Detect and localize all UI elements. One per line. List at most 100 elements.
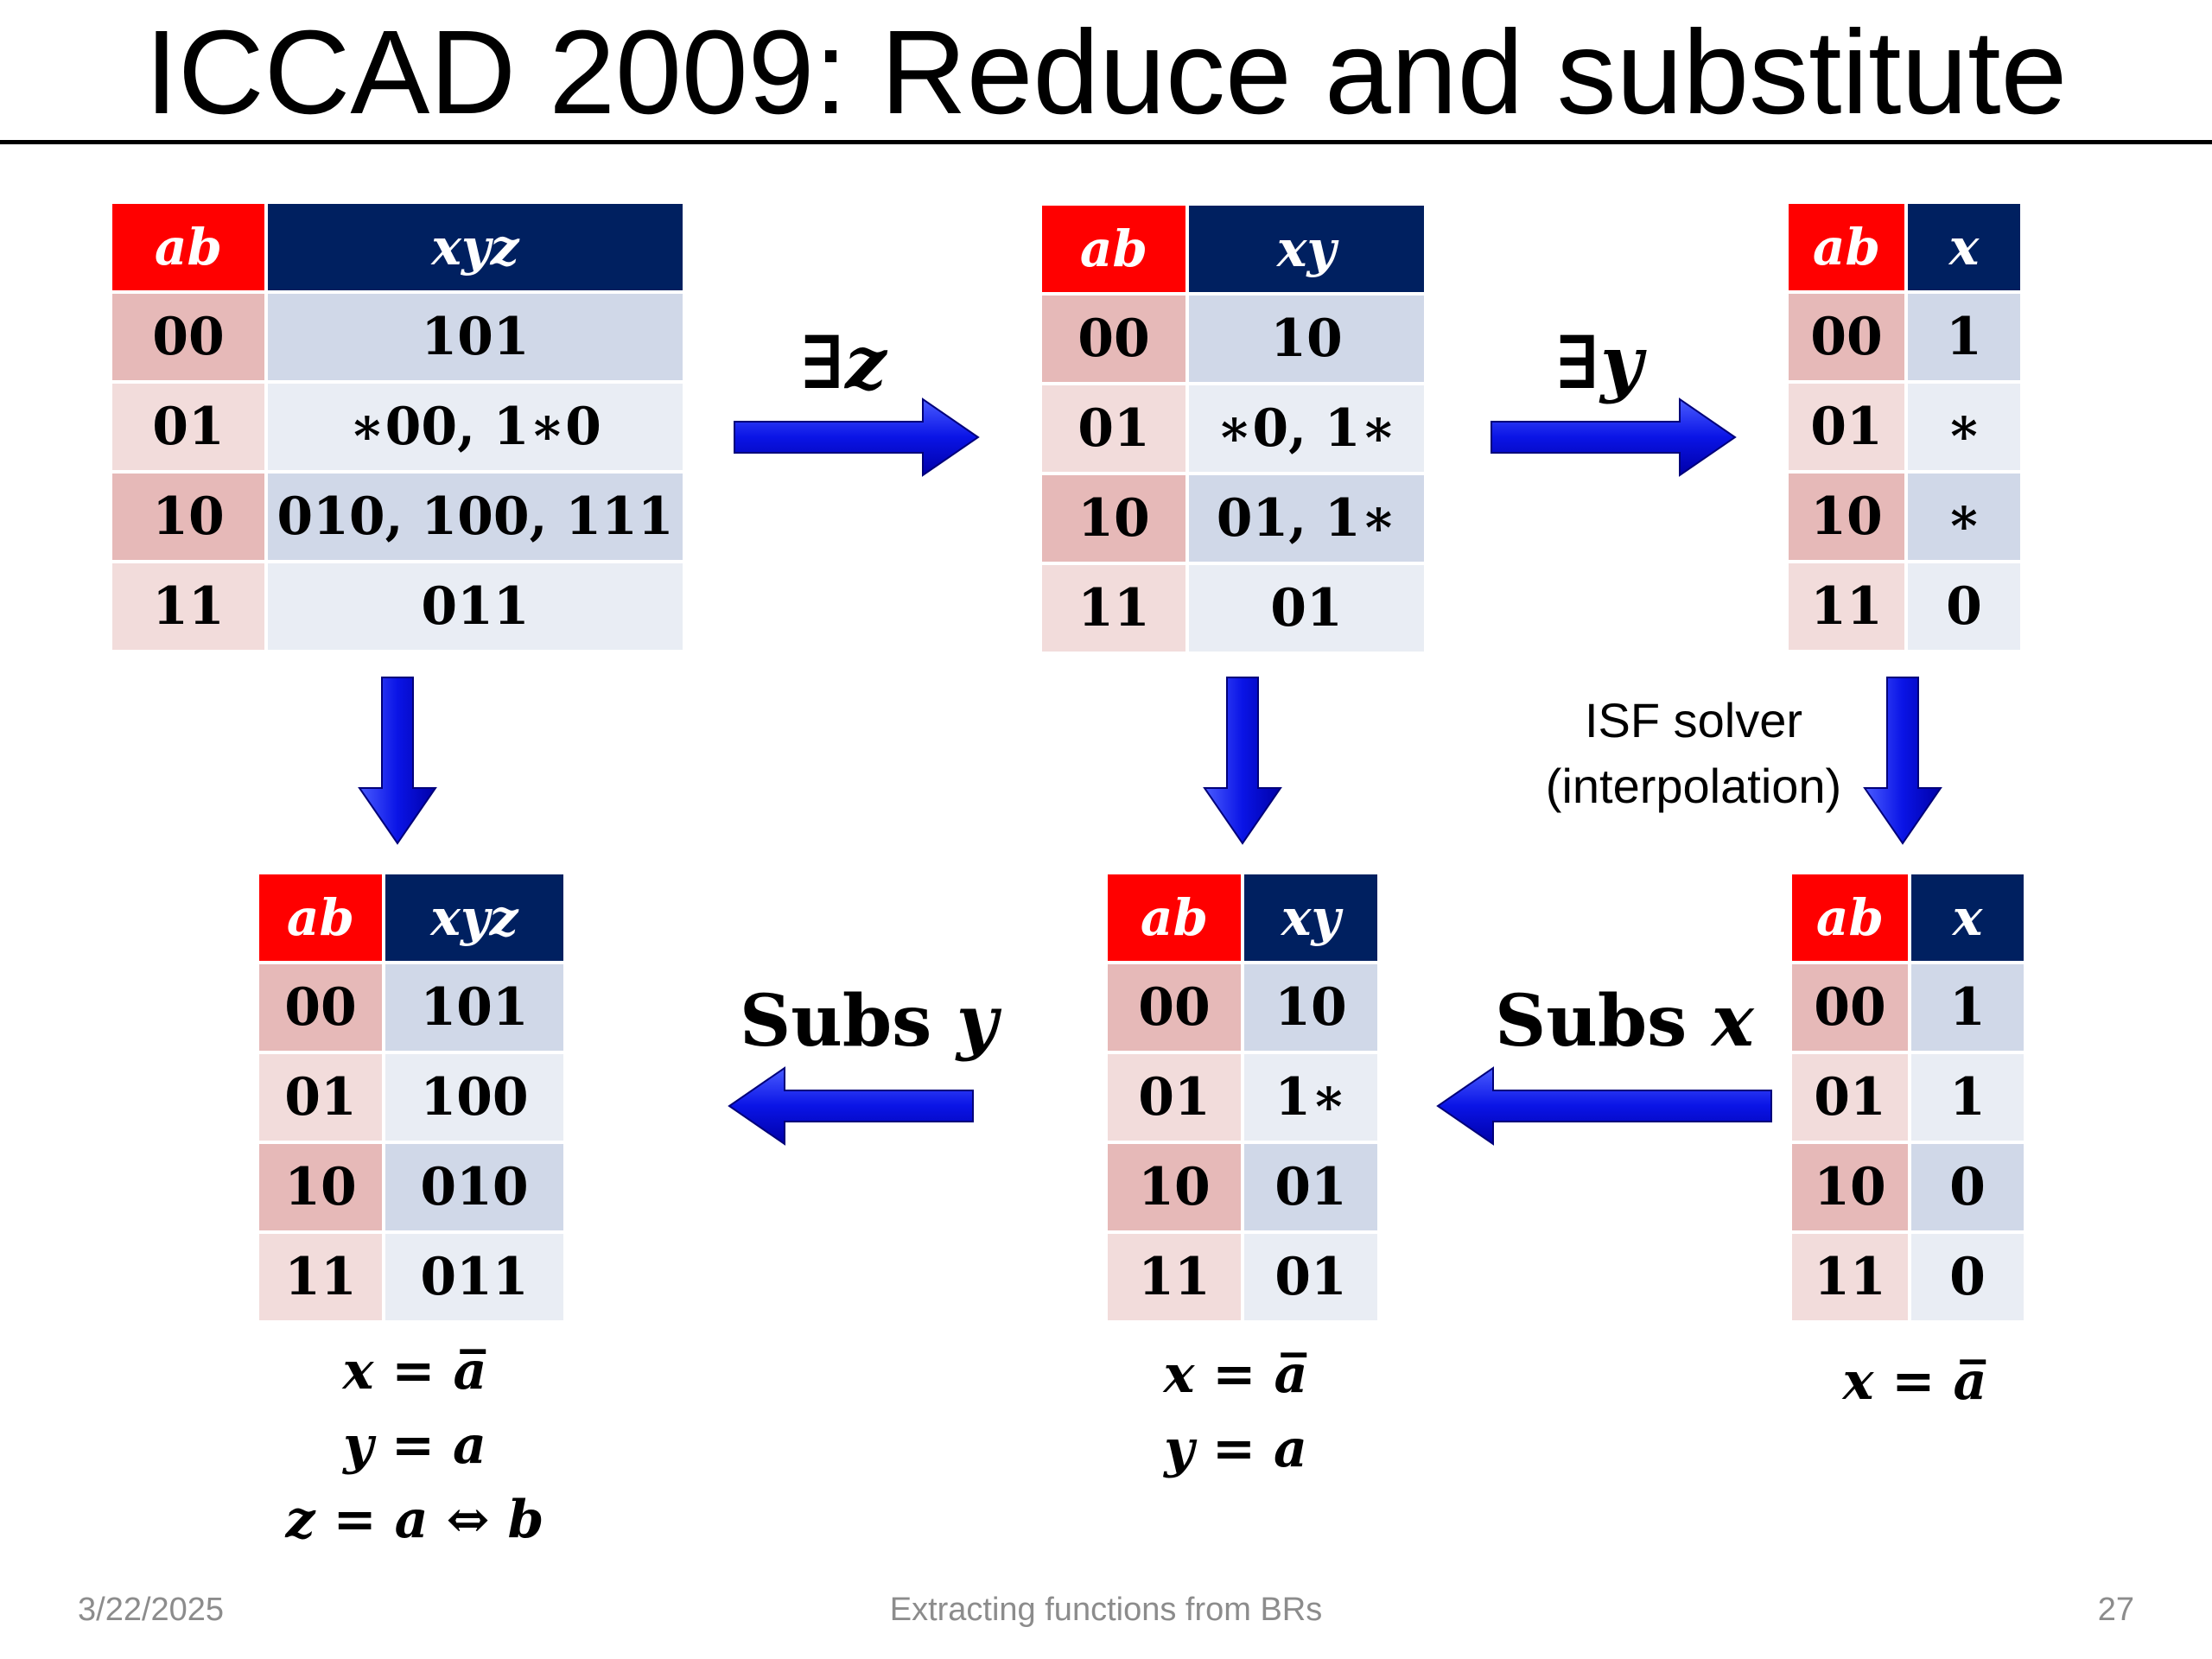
exists-symbol: ∃ <box>1555 320 1601 405</box>
header-x: x <box>1911 874 2024 961</box>
label-exists-y: ∃y <box>1555 320 1643 405</box>
label-subs-x: Subs x <box>1495 980 1754 1063</box>
cell-value: 01 <box>1244 1234 1377 1320</box>
cell-value: ∗00, 1∗0 <box>268 384 683 470</box>
cell-ab: 11 <box>1792 1234 1908 1320</box>
table-row: 10 0 <box>1792 1144 2024 1230</box>
cell-value: 100 <box>385 1054 563 1141</box>
cell-value: 1 <box>1911 964 2024 1051</box>
cell-value: 101 <box>385 964 563 1051</box>
cell-ab: 01 <box>1108 1054 1241 1141</box>
table-row: 00 101 <box>112 294 683 380</box>
cell-value: 01 <box>1244 1144 1377 1230</box>
cell-ab: 11 <box>259 1234 382 1320</box>
table-row: 10 010 <box>259 1144 563 1230</box>
isf-note-line1: ISF solver <box>1584 693 1803 747</box>
arrow-left-subs-y-icon <box>728 1066 974 1146</box>
table-ab-xy-substituted: ab xy 00 10 01 1∗ 10 01 11 01 <box>1104 871 1381 1324</box>
cell-ab: 10 <box>1789 474 1904 560</box>
header-xy: xy <box>1244 874 1377 961</box>
header-x: x <box>1908 204 2020 290</box>
equations-right: x = a̅ <box>1742 1344 2088 1419</box>
cell-value: 1 <box>1908 294 2020 380</box>
cell-ab: 10 <box>112 474 264 560</box>
cell-ab: 10 <box>1042 475 1185 562</box>
table-row: 00 101 <box>259 964 563 1051</box>
table-row: 11 01 <box>1042 565 1424 652</box>
cell-ab: 01 <box>1789 384 1904 470</box>
cell-value: 0 <box>1908 563 2020 650</box>
cell-ab: 00 <box>259 964 382 1051</box>
cell-ab: 11 <box>112 563 264 650</box>
table-row: 10 ∗ <box>1789 474 2020 560</box>
footer-date: 3/22/2025 <box>78 1592 225 1628</box>
cell-value: ∗0, 1∗ <box>1189 385 1424 472</box>
cell-value: 011 <box>385 1234 563 1320</box>
table-ab-xyz-result: ab xyz 00 101 01 100 10 010 11 011 <box>256 871 567 1324</box>
cell-value: 01, 1∗ <box>1189 475 1424 562</box>
exists-symbol: ∃ <box>800 320 846 405</box>
cell-value: 0 <box>1911 1234 2024 1320</box>
var-y: y <box>956 980 998 1063</box>
arrow-left-subs-x-icon <box>1436 1066 1772 1146</box>
table-ab-x-reduced: ab x 00 1 01 ∗ 10 ∗ 11 0 <box>1785 200 2024 653</box>
cell-ab: 00 <box>1789 294 1904 380</box>
cell-value: 010 <box>385 1144 563 1230</box>
cell-value: 0 <box>1911 1144 2024 1230</box>
header-ab: ab <box>259 874 382 961</box>
title-divider <box>0 140 2212 144</box>
table-row: 11 0 <box>1792 1234 2024 1320</box>
table-row: 11 011 <box>112 563 683 650</box>
isf-solver-note: ISF solver (interpolation) <box>1503 688 1884 819</box>
subs-word: Subs <box>740 980 932 1063</box>
cell-value: ∗ <box>1908 384 2020 470</box>
label-exists-z: ∃z <box>800 320 887 405</box>
table-row: 00 1 <box>1792 964 2024 1051</box>
cell-value: 01 <box>1189 565 1424 652</box>
equation: y = a <box>1164 1419 1307 1479</box>
subs-word: Subs <box>1495 980 1688 1063</box>
cell-ab: 11 <box>1108 1234 1241 1320</box>
slide-title: ICCAD 2009: Reduce and substitute <box>144 6 2068 139</box>
cell-value: 10 <box>1189 296 1424 382</box>
header-ab: ab <box>1042 206 1185 292</box>
arrow-right-exists-y-icon <box>1491 397 1737 477</box>
footer-caption: Extracting functions from BRs <box>889 1592 1323 1628</box>
table-ab-x-solved: ab x 00 1 01 1 10 0 11 0 <box>1789 871 2027 1324</box>
cell-value: 1∗ <box>1244 1054 1377 1141</box>
equation: x = a̅ <box>1842 1351 1987 1412</box>
cell-ab: 00 <box>1792 964 1908 1051</box>
var-y: y <box>1600 320 1643 405</box>
header-ab: ab <box>1792 874 1908 961</box>
cell-ab: 00 <box>1042 296 1185 382</box>
header-xy: xy <box>1189 206 1424 292</box>
table-row: 00 10 <box>1108 964 1377 1051</box>
equations-middle: x = a̅ y = a <box>1063 1338 1408 1486</box>
table-row: 00 1 <box>1789 294 2020 380</box>
table-row: 10 01, 1∗ <box>1042 475 1424 562</box>
table-row: 01 ∗0, 1∗ <box>1042 385 1424 472</box>
cell-ab: 11 <box>1042 565 1185 652</box>
equation: x = a̅ <box>342 1341 487 1402</box>
isf-note-line2: (interpolation) <box>1545 759 1842 813</box>
header-ab: ab <box>1108 874 1241 961</box>
cell-ab: 01 <box>1042 385 1185 472</box>
cell-value: 011 <box>268 563 683 650</box>
header-ab: ab <box>1789 204 1904 290</box>
equations-left: x = a̅ y = a z = a ⇔ b <box>225 1334 605 1557</box>
cell-ab: 10 <box>259 1144 382 1230</box>
var-z: z <box>845 320 887 405</box>
table-row: 01 ∗00, 1∗0 <box>112 384 683 470</box>
cell-value: 10 <box>1244 964 1377 1051</box>
header-xyz: xyz <box>385 874 563 961</box>
cell-ab: 01 <box>259 1054 382 1141</box>
cell-ab: 11 <box>1789 563 1904 650</box>
arrow-down-left-icon <box>358 677 437 845</box>
footer-page-number: 27 <box>2097 1592 2134 1628</box>
cell-value: ∗ <box>1908 474 2020 560</box>
var-x: x <box>1711 980 1754 1063</box>
table-row: 11 011 <box>259 1234 563 1320</box>
equation: x = a̅ <box>1163 1344 1308 1405</box>
header-xyz: xyz <box>268 204 683 290</box>
cell-ab: 10 <box>1792 1144 1908 1230</box>
